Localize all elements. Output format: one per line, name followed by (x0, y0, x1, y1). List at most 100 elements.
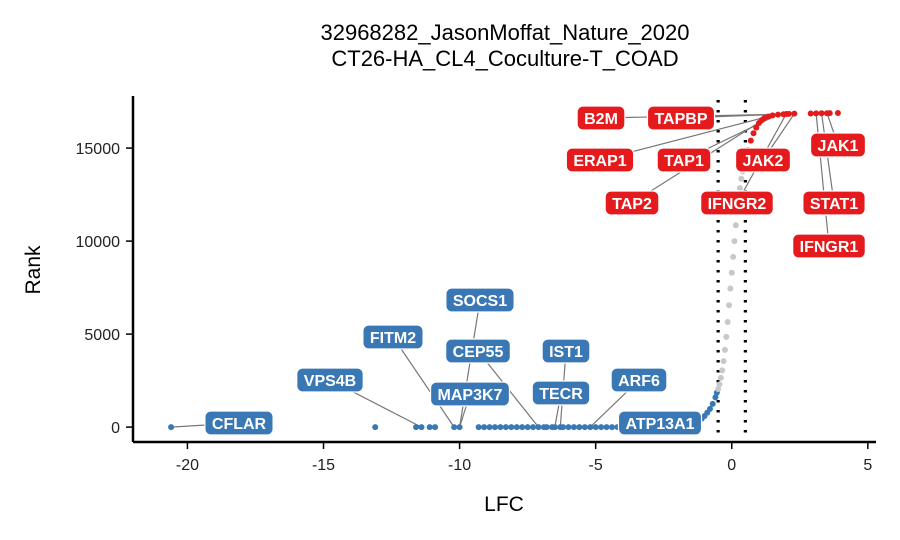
x-axis-title: LFC (484, 493, 524, 516)
positive-point (826, 110, 833, 117)
y-tick-label: 15000 (76, 141, 121, 158)
negative-point (581, 424, 588, 431)
negative-point (413, 424, 420, 431)
negative-point (592, 424, 599, 431)
positive-point (753, 124, 760, 131)
neutral-point (715, 385, 722, 392)
neutral-point (724, 319, 731, 326)
gene-label-box (296, 367, 364, 393)
gene-label: ARF6 (618, 373, 660, 390)
positive-point (813, 110, 820, 117)
gene-label: JAK2 (743, 153, 784, 170)
chart-subtitle: CT26-HA_CL4_Coculture-T_COAD (331, 46, 678, 71)
negative-point (709, 400, 716, 407)
gene-label: IFNGR1 (800, 239, 859, 256)
negative-point (551, 424, 558, 431)
negative-point (481, 424, 488, 431)
gene-label-box (204, 410, 274, 436)
neutral-point (731, 238, 738, 245)
negative-point (508, 424, 515, 431)
negative-point (565, 424, 572, 431)
gene-label: IFNGR2 (708, 196, 767, 213)
positive-point (785, 110, 792, 117)
positive-point (807, 110, 814, 117)
x-tick-label: -5 (589, 457, 603, 474)
y-tick-label: 10000 (76, 234, 121, 251)
gene-label: VPS4B (304, 373, 356, 390)
neutral-point (723, 333, 730, 340)
neutral-point (720, 358, 727, 365)
neutral-point (721, 346, 728, 353)
gene-label: JAK1 (818, 138, 859, 155)
neutral-point (730, 253, 737, 260)
neutral-point (736, 185, 743, 192)
gene-label: TAPBP (654, 111, 707, 128)
gene-label: SOCS1 (453, 293, 507, 310)
gene-label-box (445, 287, 515, 313)
label-connector (392, 336, 455, 428)
gene-label-box (362, 324, 424, 350)
gene-label: MAP3K7 (438, 387, 503, 404)
x-tick-label: 0 (727, 457, 736, 474)
gene-labels: CFLAR VPS4B FITM2 SOCS1 MAP3K7 CEP55 TECR IST1 A… (204, 105, 867, 436)
negative-point (519, 424, 526, 431)
negative-point (432, 424, 439, 431)
positive-point (750, 130, 757, 137)
negative-point (418, 424, 425, 431)
gene-label-box (617, 410, 703, 436)
negative-point (491, 424, 498, 431)
negative-point (426, 424, 433, 431)
neutral-point (727, 285, 734, 292)
negative-point (456, 424, 463, 431)
negative-point (475, 424, 482, 431)
negative-point (497, 424, 504, 431)
gene-label: TECR (539, 386, 583, 403)
neutral-point (716, 381, 723, 388)
y-tick-label: 5000 (84, 327, 120, 344)
negative-point (486, 424, 493, 431)
gene-label-box (646, 105, 716, 131)
negative-point (543, 424, 550, 431)
negative-point (168, 424, 175, 431)
gene-label: TAP1 (664, 153, 704, 170)
positive-point (818, 110, 825, 117)
neutral-point (726, 302, 733, 309)
positive-point (775, 111, 782, 118)
y-tick-label: 0 (111, 420, 120, 437)
positive-point (791, 110, 798, 117)
gene-label: ATP13A1 (625, 416, 694, 433)
negative-point (560, 424, 567, 431)
gene-label-box (604, 190, 660, 216)
gene-label: TAP2 (612, 196, 652, 213)
negative-point (587, 424, 594, 431)
gene-label-box (541, 338, 591, 364)
gene-label: CFLAR (212, 416, 267, 433)
y-axis-title: Rank (22, 245, 45, 295)
negative-point (570, 424, 577, 431)
negative-point (524, 424, 531, 431)
gene-label: ERAP1 (573, 153, 626, 170)
x-tick-label: -15 (312, 457, 335, 474)
negative-point (502, 424, 509, 431)
gene-label-box (610, 367, 668, 393)
label-connector (820, 113, 835, 204)
gene-label: IST1 (549, 344, 583, 361)
gene-label-box (809, 132, 867, 158)
neutral-point (732, 222, 739, 229)
neutral-point (728, 269, 735, 276)
gene-label-box (445, 338, 511, 364)
negative-point (598, 424, 605, 431)
positive-point (747, 137, 754, 144)
gene-label-box (576, 105, 626, 131)
positive-point (769, 112, 776, 119)
gene-label-box (792, 233, 866, 259)
gene-label: STAT1 (810, 196, 858, 213)
negative-point (530, 424, 537, 431)
positive-point (834, 110, 841, 117)
gene-label-box (734, 147, 792, 173)
gene-label: B2M (584, 111, 618, 128)
chart-title: 32968282_JasonMoffat_Nature_2020 (320, 20, 689, 45)
neutral-point (738, 175, 745, 182)
